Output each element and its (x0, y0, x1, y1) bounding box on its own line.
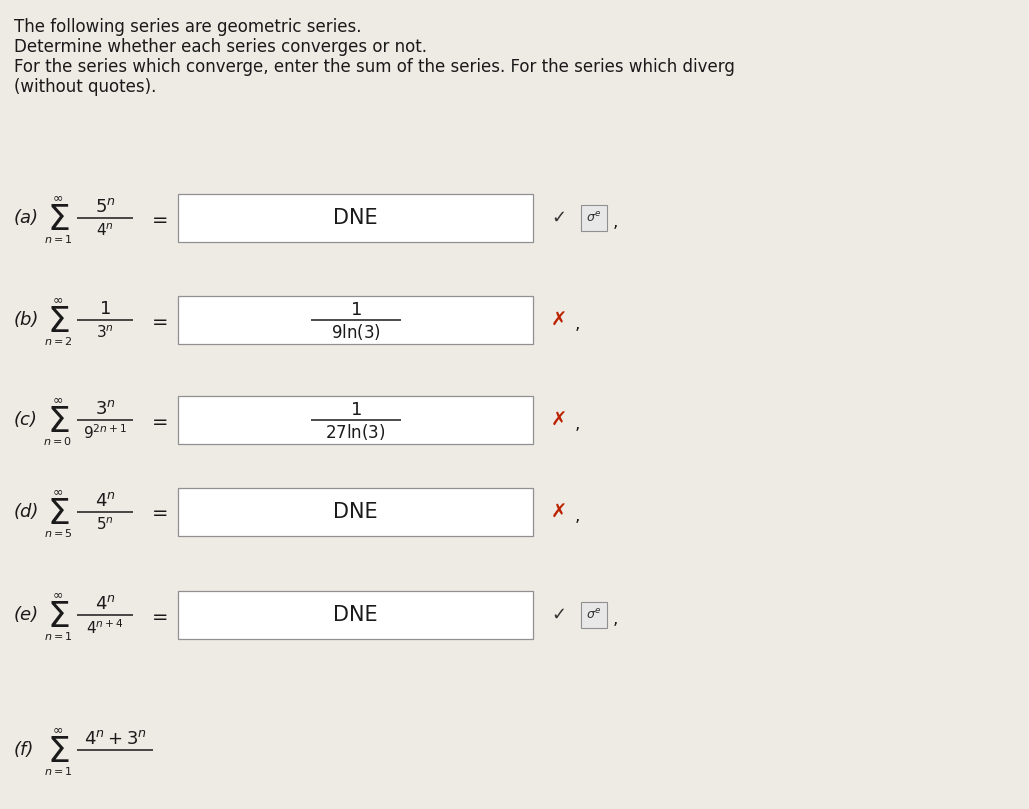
Text: $\infty$: $\infty$ (52, 294, 64, 307)
Text: ✓: ✓ (551, 209, 566, 227)
Text: $n=5$: $n=5$ (43, 527, 72, 539)
Text: $\infty$: $\infty$ (52, 485, 64, 498)
Text: $n=1$: $n=1$ (43, 630, 72, 642)
Text: $\infty$: $\infty$ (52, 393, 64, 406)
Text: For the series which converge, enter the sum of the series. For the series which: For the series which converge, enter the… (14, 58, 735, 76)
Text: $4^{n} + 3^{n}$: $4^{n} + 3^{n}$ (83, 730, 146, 748)
Text: ,: , (613, 213, 618, 231)
Text: $=$: $=$ (148, 605, 168, 625)
Text: ✗: ✗ (551, 311, 567, 329)
Text: ,: , (613, 610, 618, 628)
Text: $n=2$: $n=2$ (43, 335, 72, 347)
FancyBboxPatch shape (178, 488, 533, 536)
Text: $\Sigma$: $\Sigma$ (46, 405, 69, 439)
Text: $n=1$: $n=1$ (43, 765, 72, 777)
Text: $\sigma^e$: $\sigma^e$ (587, 211, 602, 225)
FancyBboxPatch shape (178, 194, 533, 242)
Text: $\Sigma$: $\Sigma$ (46, 203, 69, 237)
FancyBboxPatch shape (581, 602, 607, 628)
Text: DNE: DNE (333, 502, 378, 522)
Text: $1$: $1$ (350, 301, 361, 319)
Text: $4^{n+4}$: $4^{n+4}$ (86, 619, 123, 637)
Text: $1$: $1$ (350, 401, 361, 419)
Text: $=$: $=$ (148, 209, 168, 227)
Text: $4^{n}$: $4^{n}$ (95, 492, 115, 510)
Text: $\infty$: $\infty$ (52, 192, 64, 205)
Text: $4^{n}$: $4^{n}$ (96, 222, 114, 239)
FancyBboxPatch shape (581, 205, 607, 231)
Text: $=$: $=$ (148, 502, 168, 522)
Text: (without quotes).: (without quotes). (14, 78, 156, 96)
Text: (d): (d) (14, 503, 39, 521)
FancyBboxPatch shape (178, 591, 533, 639)
Text: $\infty$: $\infty$ (52, 588, 64, 602)
Text: Determine whether each series converges or not.: Determine whether each series converges … (14, 38, 427, 56)
Text: $n=0$: $n=0$ (43, 435, 72, 447)
Text: $=$: $=$ (148, 311, 168, 329)
Text: $3^{n}$: $3^{n}$ (96, 324, 114, 341)
Text: $27 \ln(3)$: $27 \ln(3)$ (325, 422, 386, 442)
Text: DNE: DNE (333, 208, 378, 228)
Text: ✗: ✗ (551, 410, 567, 430)
Text: $\Sigma$: $\Sigma$ (46, 305, 69, 339)
Text: (f): (f) (14, 741, 34, 759)
Text: $\sigma^e$: $\sigma^e$ (587, 608, 602, 622)
Text: $1$: $1$ (99, 300, 111, 318)
Text: $n=1$: $n=1$ (43, 233, 72, 245)
Text: DNE: DNE (333, 605, 378, 625)
Text: ✓: ✓ (551, 606, 566, 624)
Text: ✗: ✗ (551, 502, 567, 522)
Text: $\infty$: $\infty$ (52, 723, 64, 736)
Text: $9^{2n+1}$: $9^{2n+1}$ (83, 424, 128, 443)
Text: (a): (a) (14, 209, 39, 227)
Text: $3^{n}$: $3^{n}$ (95, 400, 115, 418)
Text: $\Sigma$: $\Sigma$ (46, 600, 69, 634)
FancyBboxPatch shape (178, 296, 533, 344)
Text: $5^{n}$: $5^{n}$ (95, 198, 115, 216)
Text: $5^{n}$: $5^{n}$ (96, 517, 114, 533)
Text: The following series are geometric series.: The following series are geometric serie… (14, 18, 361, 36)
Text: $9 \ln(3)$: $9 \ln(3)$ (330, 322, 381, 342)
Text: $=$: $=$ (148, 410, 168, 430)
Text: (e): (e) (14, 606, 39, 624)
Text: (c): (c) (14, 411, 38, 429)
FancyBboxPatch shape (178, 396, 533, 444)
Text: $4^{n}$: $4^{n}$ (95, 595, 115, 613)
Text: $\Sigma$: $\Sigma$ (46, 497, 69, 531)
Text: ,: , (575, 415, 580, 433)
Text: ,: , (575, 315, 580, 333)
Text: ,: , (575, 507, 580, 525)
Text: $\Sigma$: $\Sigma$ (46, 735, 69, 769)
Text: (b): (b) (14, 311, 39, 329)
